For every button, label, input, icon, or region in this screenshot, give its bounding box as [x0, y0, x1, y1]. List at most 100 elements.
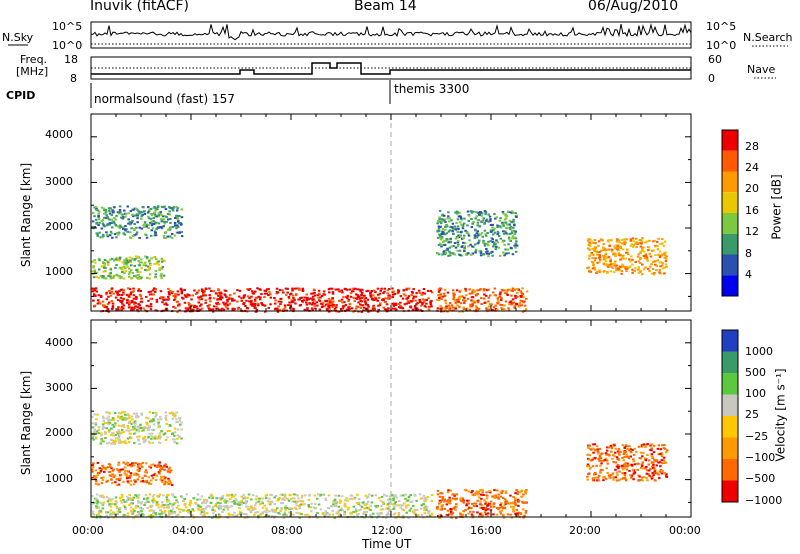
power-data-cell: [487, 305, 491, 308]
velocity-data-cell: [514, 501, 517, 504]
velocity-data-cell: [476, 493, 479, 496]
power-data-cell: [441, 253, 444, 256]
velocity-data-cell: [227, 500, 230, 503]
power-data-cell: [462, 306, 465, 309]
power-data-cell: [147, 260, 151, 263]
velocity-data-cell: [143, 425, 147, 428]
velocity-data-cell: [234, 493, 237, 496]
power-data-cell: [402, 289, 406, 292]
velocity-data-cell: [215, 503, 218, 506]
power-data-cell: [94, 218, 98, 221]
power-data-cell: [635, 246, 638, 248]
velocity-data-cell: [400, 504, 403, 507]
power-data-cell: [323, 305, 326, 308]
power-data-cell: [141, 206, 144, 209]
power-data-cell: [124, 213, 128, 216]
power-data-cell: [514, 250, 518, 253]
power-data-cell: [514, 296, 517, 299]
power-data-cell: [131, 235, 135, 237]
velocity-data-cell: [128, 498, 132, 501]
power-data-cell: [167, 292, 171, 295]
velocity-data-cell: [98, 516, 102, 519]
power-data-cell: [450, 304, 454, 307]
velocity-data-cell: [331, 509, 334, 512]
power-data-cell: [95, 221, 99, 224]
velocity-data-cell: [495, 496, 499, 499]
power-data-cell: [590, 240, 594, 243]
velocity-data-cell: [388, 508, 391, 511]
power-data-cell: [640, 241, 644, 244]
power-data-cell: [364, 303, 368, 306]
power-data-cell: [489, 229, 493, 232]
power-data-cell: [162, 206, 165, 209]
power-data-cell: [95, 275, 98, 278]
power-data-cell: [138, 237, 141, 239]
velocity-data-cell: [201, 502, 204, 505]
velocity-data-cell: [239, 512, 242, 515]
velocity-data-cell: [286, 497, 289, 500]
velocity-data-cell: [611, 457, 614, 460]
power-data-cell: [588, 269, 591, 272]
power-data-cell: [335, 306, 338, 309]
power-data-cell: [587, 244, 591, 247]
power-data-cell: [335, 304, 338, 307]
power-data-cell: [592, 248, 596, 251]
power-data-cell: [487, 255, 490, 258]
power-data-cell: [602, 262, 605, 265]
power-data-cell: [267, 306, 270, 309]
power-data-cell: [452, 298, 455, 300]
velocity-data-cell: [178, 419, 182, 422]
velocity-data-cell: [355, 510, 358, 513]
velocity-data-cell: [151, 501, 155, 504]
velocity-data-cell: [453, 505, 457, 508]
velocity-data-cell: [101, 427, 105, 430]
power-data-cell: [602, 246, 605, 249]
velocity-data-cell: [134, 514, 137, 517]
velocity-data-cell: [491, 495, 494, 498]
power-data-cell: [511, 287, 515, 290]
power-data-cell: [334, 288, 337, 291]
power-data-cell: [423, 301, 426, 304]
velocity-data-cell: [405, 511, 408, 514]
velocity-data-cell: [467, 499, 471, 502]
power-data-cell: [472, 210, 475, 213]
power-data-cell: [97, 215, 100, 217]
power-data-cell: [613, 245, 616, 248]
velocity-data-cell: [477, 490, 480, 493]
power-data-cell: [98, 231, 101, 234]
velocity-data-cell: [234, 502, 237, 505]
velocity-data-cell: [126, 477, 129, 480]
velocity-data-cell: [142, 441, 146, 444]
velocity-data-cell: [653, 479, 657, 482]
velocity-data-cell: [493, 496, 496, 499]
velocity-data-cell: [608, 454, 611, 457]
velocity-data-cell: [588, 467, 592, 470]
velocity-data-cell: [628, 474, 632, 477]
velocity-data-cell: [94, 436, 98, 439]
velocity-data-cell: [180, 495, 183, 498]
velocity-data-cell: [121, 411, 124, 414]
velocity-data-cell: [158, 461, 161, 464]
power-data-cell: [463, 296, 466, 299]
velocity-colorbar: [721, 329, 739, 503]
velocity-data-cell: [116, 469, 120, 472]
power-data-cell: [167, 290, 171, 293]
velocity-data-cell: [499, 510, 502, 513]
power-data-cell: [198, 298, 201, 301]
velocity-data-cell: [388, 510, 391, 512]
power-cbar-tick-28: 28: [745, 140, 759, 153]
power-data-cell: [460, 218, 463, 221]
power-data-cell: [98, 210, 101, 213]
velocity-data-cell: [199, 505, 202, 508]
power-data-cell: [120, 309, 123, 312]
velocity-data-cell: [124, 473, 127, 476]
power-data-cell: [588, 241, 591, 244]
power-data-cell: [137, 210, 140, 213]
velocity-data-cell: [438, 516, 441, 519]
power-data-cell: [204, 294, 207, 297]
power-data-cell: [487, 308, 490, 311]
power-data-cell: [611, 253, 615, 256]
power-data-cell: [481, 235, 485, 238]
velocity-data-cell: [467, 502, 471, 505]
velocity-data-cell: [630, 464, 634, 467]
